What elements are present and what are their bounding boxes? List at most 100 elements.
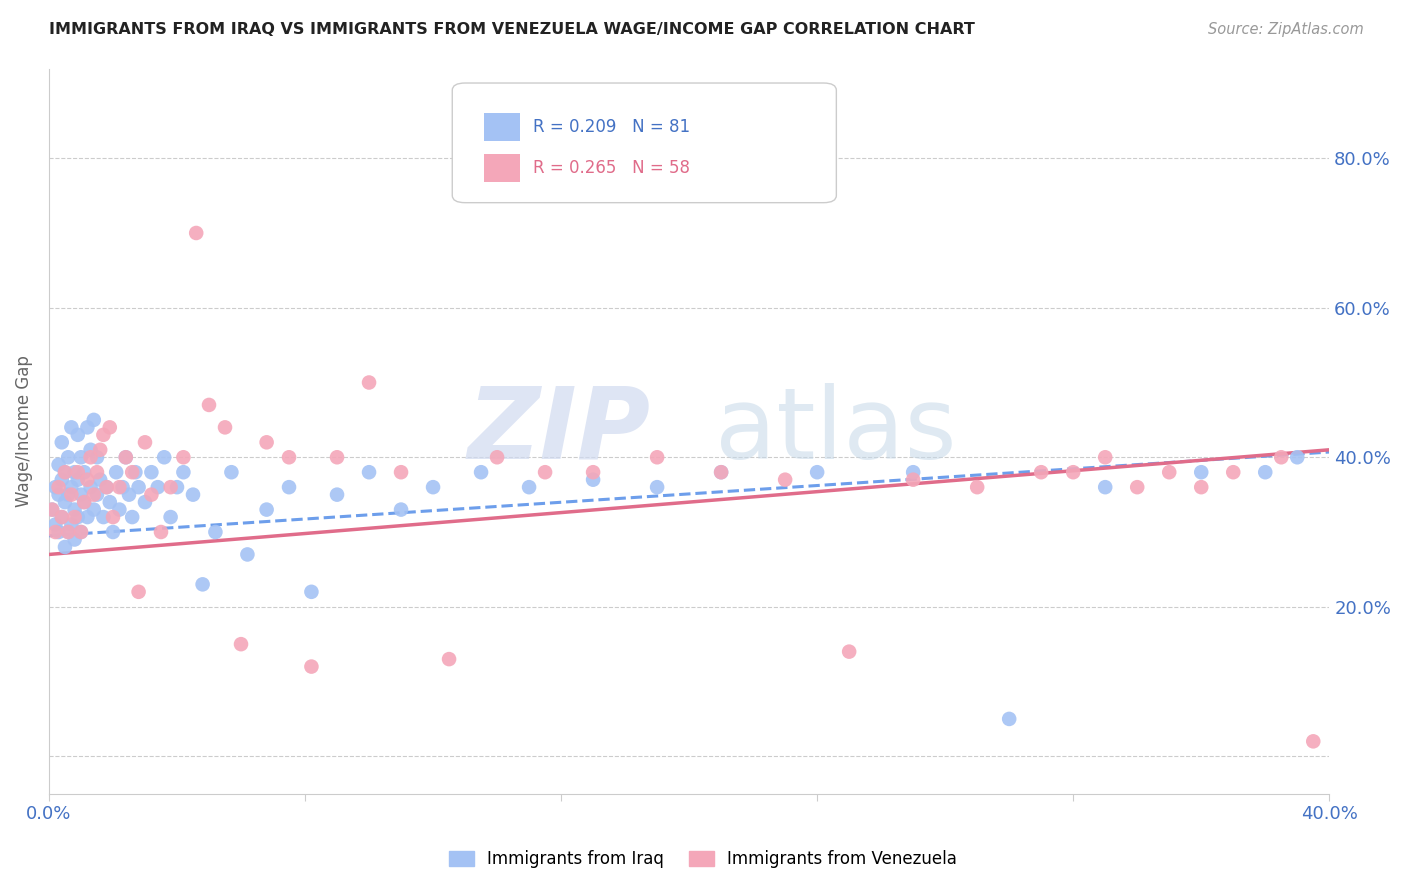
Point — [86, 450, 108, 465]
Point — [256, 435, 278, 450]
Point — [278, 480, 301, 494]
Point — [79, 450, 101, 465]
Point — [118, 488, 141, 502]
Point — [41, 502, 63, 516]
Point — [51, 473, 73, 487]
Point — [66, 510, 89, 524]
Bar — [484, 154, 520, 182]
Point — [63, 465, 86, 479]
Point — [60, 517, 83, 532]
Point — [1159, 465, 1181, 479]
Point — [76, 420, 98, 434]
Point — [141, 488, 163, 502]
Point — [51, 510, 73, 524]
Text: atlas: atlas — [714, 383, 956, 480]
Point — [645, 480, 668, 494]
Point — [124, 465, 146, 479]
Point — [1031, 465, 1053, 479]
Point — [70, 524, 93, 539]
Point — [56, 488, 79, 502]
Point — [1222, 465, 1244, 479]
Point — [105, 465, 128, 479]
Point — [470, 465, 492, 479]
Point — [53, 465, 76, 479]
Point — [93, 427, 115, 442]
Point — [101, 510, 124, 524]
Point — [229, 637, 252, 651]
Point — [172, 450, 194, 465]
Point — [48, 488, 70, 502]
Point — [486, 450, 509, 465]
Point — [83, 502, 105, 516]
Point — [278, 450, 301, 465]
Point — [1062, 465, 1084, 479]
Point — [89, 442, 111, 457]
Point — [645, 450, 668, 465]
Point — [63, 502, 86, 516]
Point — [357, 376, 380, 390]
Point — [806, 465, 828, 479]
FancyBboxPatch shape — [453, 83, 837, 202]
Point — [901, 473, 924, 487]
Point — [63, 533, 86, 547]
Point — [66, 465, 89, 479]
Point — [166, 480, 188, 494]
Point — [86, 488, 108, 502]
Point — [44, 524, 66, 539]
Point — [98, 495, 121, 509]
Point — [56, 450, 79, 465]
Point — [128, 480, 150, 494]
Point — [44, 517, 66, 532]
Point — [1286, 450, 1309, 465]
Point — [221, 465, 243, 479]
Point — [76, 510, 98, 524]
Point — [128, 584, 150, 599]
Point — [108, 502, 131, 516]
Point — [710, 465, 733, 479]
Point — [56, 524, 79, 539]
Point — [60, 480, 83, 494]
Point — [114, 450, 136, 465]
Point — [998, 712, 1021, 726]
Point — [73, 495, 96, 509]
Legend: Immigrants from Iraq, Immigrants from Venezuela: Immigrants from Iraq, Immigrants from Ve… — [441, 844, 965, 875]
Point — [114, 450, 136, 465]
Point — [181, 488, 204, 502]
Point — [96, 480, 118, 494]
Point — [1094, 450, 1116, 465]
Text: Source: ZipAtlas.com: Source: ZipAtlas.com — [1208, 22, 1364, 37]
Point — [153, 450, 176, 465]
Point — [70, 524, 93, 539]
Point — [70, 450, 93, 465]
Point — [389, 465, 412, 479]
Point — [838, 645, 860, 659]
Point — [773, 473, 796, 487]
Point — [101, 524, 124, 539]
Point — [93, 510, 115, 524]
Point — [53, 495, 76, 509]
Point — [1302, 734, 1324, 748]
Point — [96, 480, 118, 494]
Point — [198, 398, 221, 412]
Point — [901, 465, 924, 479]
Point — [326, 488, 349, 502]
Point — [1126, 480, 1149, 494]
Point — [70, 488, 93, 502]
Point — [582, 465, 605, 479]
Point — [111, 480, 134, 494]
Point — [256, 502, 278, 516]
Point — [1189, 465, 1212, 479]
Point — [66, 473, 89, 487]
Point — [214, 420, 236, 434]
Point — [60, 420, 83, 434]
Point — [1189, 480, 1212, 494]
Point — [141, 465, 163, 479]
Point — [236, 548, 259, 562]
Point — [53, 540, 76, 554]
Point — [301, 659, 323, 673]
Point — [191, 577, 214, 591]
Point — [86, 465, 108, 479]
Point — [422, 480, 444, 494]
Point — [44, 480, 66, 494]
Point — [172, 465, 194, 479]
